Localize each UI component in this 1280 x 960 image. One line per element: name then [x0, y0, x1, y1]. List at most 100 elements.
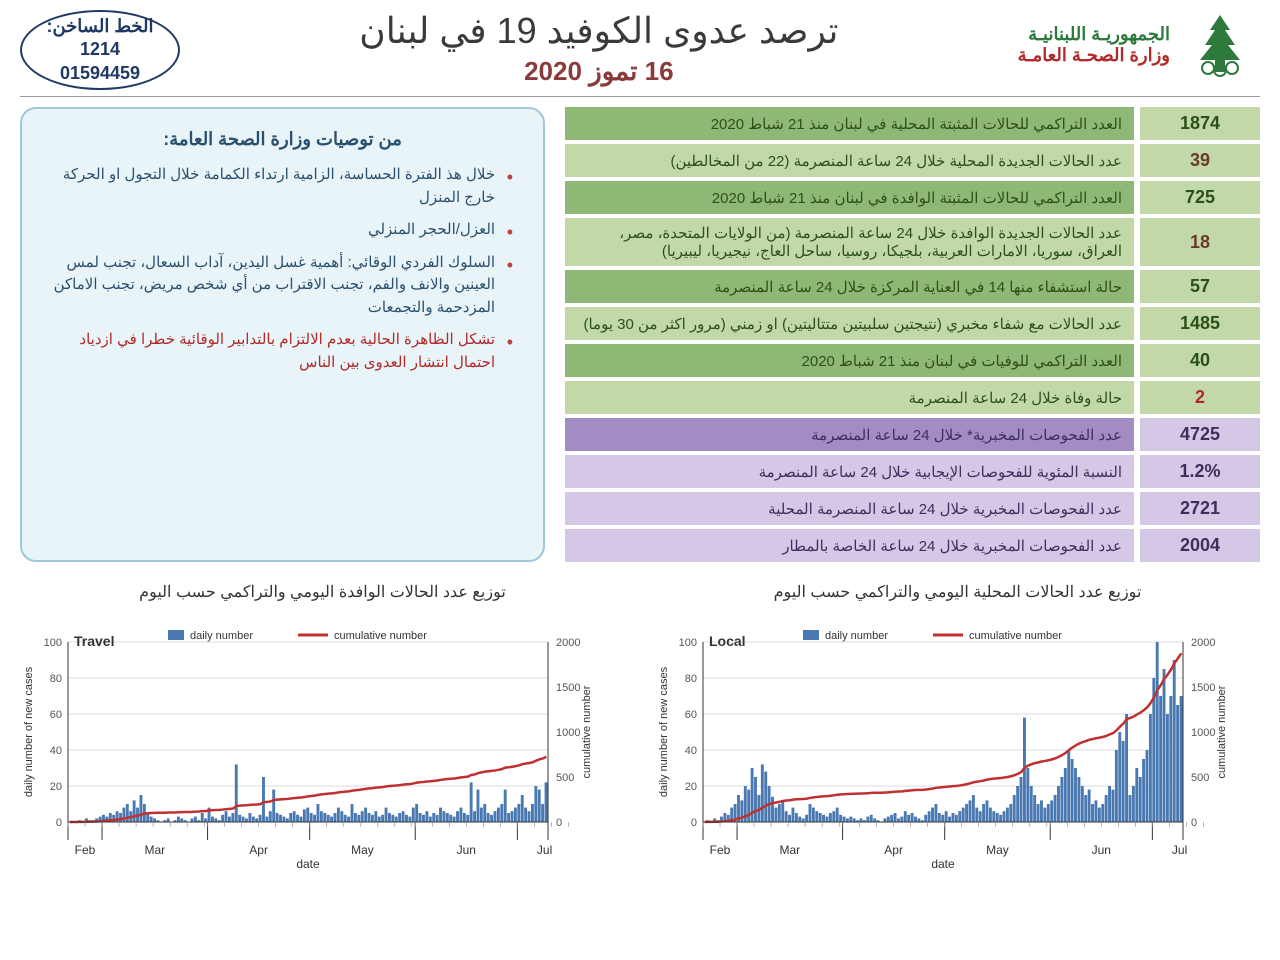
- chart-local: توزيع عدد الحالات المحلية اليومي والتراك…: [655, 582, 1260, 872]
- stat-label: عدد الفحوصات المخبرية خلال 24 ساعة الخاص…: [565, 529, 1134, 562]
- header: الجمهوريـة اللبنانيـة وزارة الصحـة العام…: [20, 10, 1260, 97]
- chart-local-title: توزيع عدد الحالات المحلية اليومي والتراك…: [655, 582, 1260, 602]
- charts-section: توزيع عدد الحالات المحلية اليومي والتراك…: [20, 582, 1260, 872]
- advice-item: السلوك الفردي الوقائي: أهمية غسل اليدين،…: [42, 252, 513, 320]
- stat-value: 1.2%: [1140, 455, 1260, 488]
- stat-value: 40: [1140, 344, 1260, 377]
- svg-text:Travel: Travel: [74, 633, 114, 649]
- stat-label: حالة وفاة خلال 24 ساعة المنصرمة: [565, 381, 1134, 414]
- svg-text:cumulative number: cumulative number: [334, 630, 427, 642]
- svg-text:500: 500: [1191, 772, 1209, 784]
- stats-table: 1874العدد التراكمي للحالات المثبتة المحل…: [565, 107, 1260, 562]
- svg-text:Apr: Apr: [249, 843, 268, 857]
- svg-text:60: 60: [685, 709, 697, 721]
- logo-area: الجمهوريـة اللبنانيـة وزارة الصحـة العام…: [1018, 10, 1260, 80]
- svg-text:daily number: daily number: [190, 630, 253, 642]
- svg-text:Feb: Feb: [75, 843, 96, 857]
- stat-value: 57: [1140, 270, 1260, 303]
- stat-value: 2721: [1140, 492, 1260, 525]
- stat-row: 2004عدد الفحوصات المخبرية خلال 24 ساعة ا…: [565, 529, 1260, 562]
- stat-row: 2حالة وفاة خلال 24 ساعة المنصرمة: [565, 381, 1260, 414]
- svg-text:cumulative number: cumulative number: [969, 630, 1062, 642]
- chart-travel-title: توزيع عدد الحالات الوافدة اليومي والتراك…: [20, 582, 625, 602]
- stat-row: 1.2%النسبة المئوية للفحوصات الإيجابية خل…: [565, 455, 1260, 488]
- svg-text:1000: 1000: [556, 727, 580, 739]
- svg-text:cumulative number: cumulative number: [1216, 685, 1228, 778]
- svg-text:0: 0: [56, 817, 62, 829]
- svg-text:daily number of new cases: daily number of new cases: [658, 666, 670, 797]
- svg-text:100: 100: [679, 637, 697, 649]
- advice-item: تشكل الظاهرة الحالية بعدم الالتزام بالتد…: [42, 329, 513, 374]
- svg-text:500: 500: [556, 772, 574, 784]
- stat-label: عدد الفحوصات المخبرية* خلال 24 ساعة المن…: [565, 418, 1134, 451]
- stat-row: 1874العدد التراكمي للحالات المثبتة المحل…: [565, 107, 1260, 140]
- advice-title: من توصيات وزارة الصحة العامة:: [42, 129, 523, 150]
- stat-row: 1485عدد الحالات مع شفاء مخبري (نتيجتين س…: [565, 307, 1260, 340]
- svg-text:2000: 2000: [556, 637, 580, 649]
- stat-label: العدد التراكمي للحالات المثبتة المحلية ف…: [565, 107, 1134, 140]
- svg-text:May: May: [986, 843, 1009, 857]
- stat-value: 4725: [1140, 418, 1260, 451]
- page-title: ترصد عدوى الكوفيد 19 في لبنان: [180, 10, 1018, 52]
- stat-value: 1874: [1140, 107, 1260, 140]
- stat-row: 39عدد الحالات الجديدة المحلية خلال 24 سا…: [565, 144, 1260, 177]
- svg-text:Jun: Jun: [1092, 843, 1111, 857]
- stat-row: 2721عدد الفحوصات المخبرية خلال 24 ساعة ا…: [565, 492, 1260, 525]
- svg-text:1500: 1500: [556, 682, 580, 694]
- hotline-number-2: 01594459: [60, 62, 140, 85]
- svg-text:daily number of new cases: daily number of new cases: [23, 666, 35, 797]
- stat-value: 1485: [1140, 307, 1260, 340]
- svg-text:date: date: [931, 857, 955, 871]
- svg-text:1000: 1000: [1191, 727, 1215, 739]
- stat-value: 2: [1140, 381, 1260, 414]
- svg-text:60: 60: [50, 709, 62, 721]
- stat-value: 725: [1140, 181, 1260, 214]
- hotline-number-1: 1214: [80, 38, 120, 61]
- svg-text:80: 80: [685, 673, 697, 685]
- stat-label: عدد الحالات مع شفاء مخبري (نتيجتين سلبيت…: [565, 307, 1134, 340]
- advice-item: العزل/الحجر المنزلي: [42, 219, 513, 242]
- stat-row: 4725عدد الفحوصات المخبرية* خلال 24 ساعة …: [565, 418, 1260, 451]
- svg-text:2000: 2000: [1191, 637, 1215, 649]
- svg-text:100: 100: [44, 637, 62, 649]
- svg-text:Feb: Feb: [710, 843, 731, 857]
- svg-text:date: date: [296, 857, 320, 871]
- svg-text:Mar: Mar: [144, 843, 165, 857]
- svg-text:0: 0: [556, 817, 562, 829]
- stat-label: عدد الحالات الجديدة المحلية خلال 24 ساعة…: [565, 144, 1134, 177]
- svg-text:Jul: Jul: [1172, 843, 1187, 857]
- stat-value: 18: [1140, 218, 1260, 266]
- svg-text:0: 0: [1191, 817, 1197, 829]
- stat-label: حالة استشفاء منها 14 في العناية المركزة …: [565, 270, 1134, 303]
- svg-text:40: 40: [50, 745, 62, 757]
- hotline-badge: الخط الساخن: 1214 01594459: [20, 10, 180, 90]
- advice-box: من توصيات وزارة الصحة العامة: خلال هذ ال…: [20, 107, 545, 562]
- stat-row: 725العدد التراكمي للحالات المثبتة الوافد…: [565, 181, 1260, 214]
- stat-label: عدد الحالات الجديدة الوافدة خلال 24 ساعة…: [565, 218, 1134, 266]
- stat-label: النسبة المئوية للفحوصات الإيجابية خلال 2…: [565, 455, 1134, 488]
- svg-text:20: 20: [685, 781, 697, 793]
- svg-text:80: 80: [50, 673, 62, 685]
- stat-row: 18عدد الحالات الجديدة الوافدة خلال 24 سا…: [565, 218, 1260, 266]
- stat-label: العدد التراكمي للحالات المثبتة الوافدة ف…: [565, 181, 1134, 214]
- svg-text:0: 0: [691, 817, 697, 829]
- svg-text:Local: Local: [709, 633, 746, 649]
- svg-text:20: 20: [50, 781, 62, 793]
- stat-value: 39: [1140, 144, 1260, 177]
- svg-text:40: 40: [685, 745, 697, 757]
- chart-travel: توزيع عدد الحالات الوافدة اليومي والتراك…: [20, 582, 625, 872]
- svg-text:Mar: Mar: [779, 843, 800, 857]
- stat-row: 40العدد التراكمي للوفيات في لبنان منذ 21…: [565, 344, 1260, 377]
- svg-text:Jul: Jul: [537, 843, 552, 857]
- org-name-line2: وزارة الصحـة العامـة: [1018, 45, 1170, 66]
- hotline-label: الخط الساخن:: [46, 15, 153, 38]
- svg-text:1500: 1500: [1191, 682, 1215, 694]
- report-date: 16 تموز 2020: [180, 56, 1018, 87]
- stat-label: عدد الفحوصات المخبرية خلال 24 ساعة المنص…: [565, 492, 1134, 525]
- stat-row: 57حالة استشفاء منها 14 في العناية المركز…: [565, 270, 1260, 303]
- chart-svg: 0204060801000500100015002000FebMarAprMay…: [20, 622, 600, 872]
- stat-label: العدد التراكمي للوفيات في لبنان منذ 21 ش…: [565, 344, 1134, 377]
- advice-list: خلال هذ الفترة الحساسة، الزامية ارتداء ا…: [42, 164, 523, 374]
- cedar-logo-icon: [1180, 10, 1260, 80]
- svg-text:Apr: Apr: [884, 843, 903, 857]
